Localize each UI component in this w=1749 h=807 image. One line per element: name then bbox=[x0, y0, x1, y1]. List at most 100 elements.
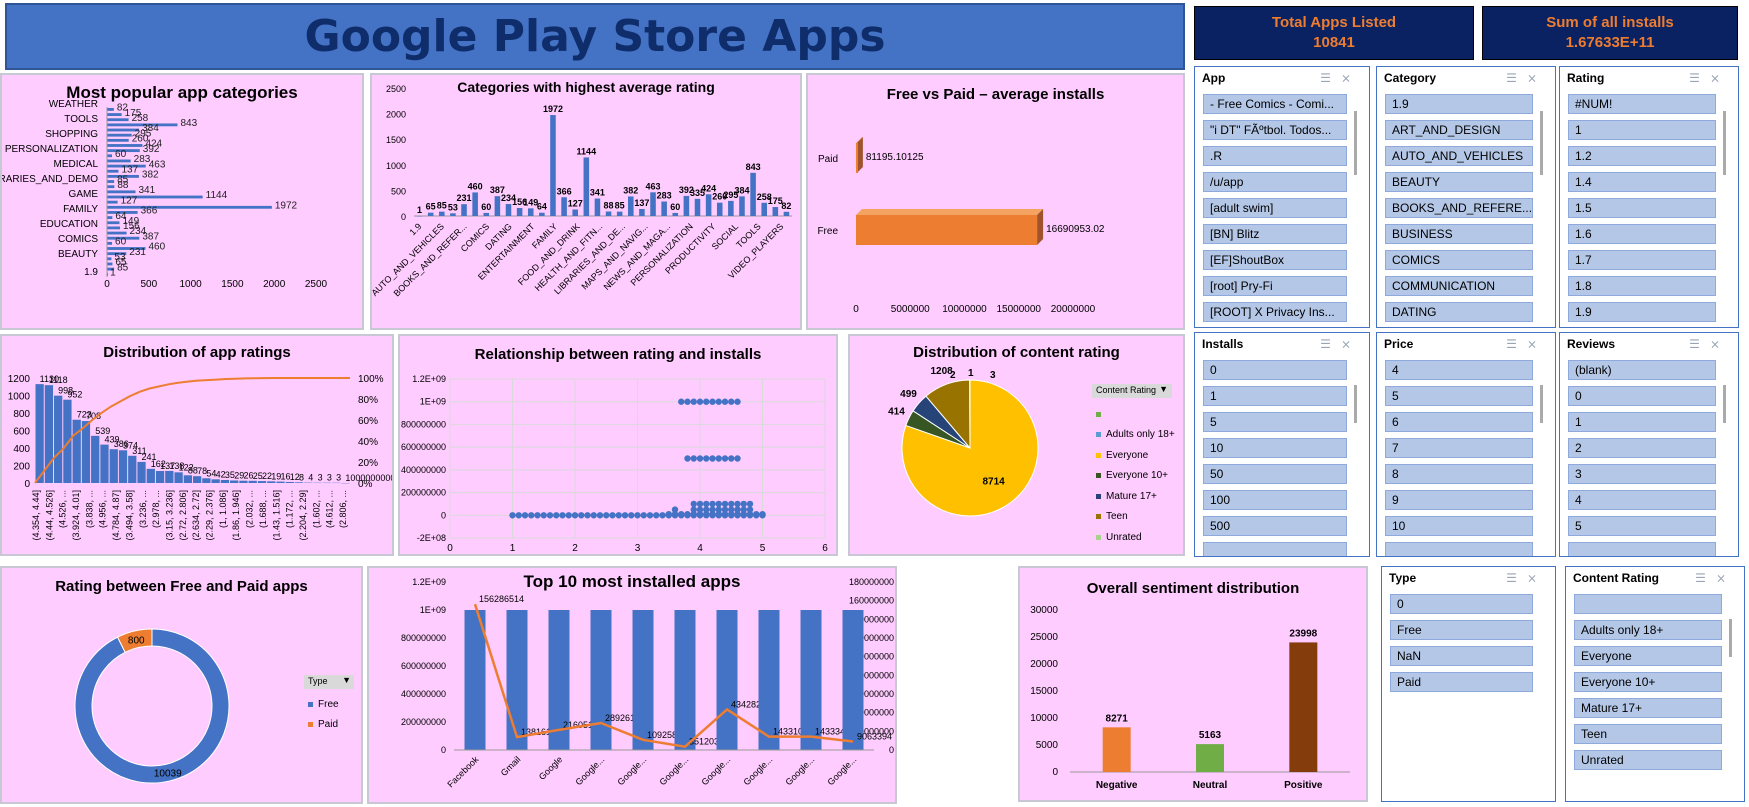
slicer-item[interactable]: 5 bbox=[1385, 386, 1533, 406]
slicer-item[interactable]: 9 bbox=[1385, 490, 1533, 510]
slicer-item[interactable]: 5 bbox=[1203, 412, 1347, 432]
slicer-item[interactable]: - Free Comics - Comi... bbox=[1203, 94, 1347, 114]
slicer-item[interactable]: 50 bbox=[1203, 464, 1347, 484]
slicer-item[interactable]: #NUM! bbox=[1568, 94, 1716, 114]
slicer-item[interactable]: 3 bbox=[1568, 464, 1716, 484]
slicer-scrollbar[interactable] bbox=[1540, 385, 1543, 423]
tick-label: 1.2E+09 bbox=[412, 374, 446, 384]
histogram-bar bbox=[174, 472, 183, 483]
slicer-item[interactable]: Paid bbox=[1390, 672, 1533, 692]
slicer-scrollbar[interactable] bbox=[1723, 385, 1726, 423]
slicer-item[interactable]: 1.4 bbox=[1568, 172, 1716, 192]
slicer-item[interactable]: NaN bbox=[1390, 646, 1533, 666]
slicer-scrollbar[interactable] bbox=[1729, 619, 1732, 657]
slicer-item[interactable]: 100 bbox=[1203, 490, 1347, 510]
slicer-item[interactable]: 0 bbox=[1568, 386, 1716, 406]
dropdown-arrow-icon[interactable]: ▼ bbox=[1159, 384, 1168, 394]
slicer-item[interactable]: 1.6 bbox=[1568, 224, 1716, 244]
category-bar bbox=[107, 180, 115, 183]
slicer-item[interactable]: 10 bbox=[1203, 438, 1347, 458]
slicer-item[interactable]: 2 bbox=[1568, 438, 1716, 458]
slicer-item[interactable]: 4 bbox=[1385, 360, 1533, 380]
slicer-item[interactable]: 1.5 bbox=[1568, 198, 1716, 218]
content-rating-legend-header[interactable]: Content Rating ▼ bbox=[1092, 384, 1172, 398]
slicer-item[interactable] bbox=[1203, 542, 1347, 556]
clear-filter-icon[interactable]: ⨯ bbox=[1526, 337, 1547, 351]
multi-select-icon[interactable]: ☰ bbox=[1695, 571, 1716, 585]
multi-select-icon[interactable]: ☰ bbox=[1506, 71, 1527, 85]
slicer-item[interactable]: 1.9 bbox=[1568, 302, 1716, 322]
rating-bar bbox=[683, 195, 690, 216]
slicer-scrollbar[interactable] bbox=[1354, 385, 1357, 423]
axis-label: (4.44, 4.526] bbox=[44, 490, 54, 541]
slicer-item[interactable]: 4 bbox=[1568, 490, 1716, 510]
slicer-item[interactable]: 7 bbox=[1385, 438, 1533, 458]
slicer-item[interactable]: DATING bbox=[1385, 302, 1533, 322]
type-legend-header[interactable]: Type ▼ bbox=[304, 675, 354, 689]
clear-filter-icon[interactable]: ⨯ bbox=[1340, 71, 1361, 85]
clear-filter-icon[interactable]: ⨯ bbox=[1709, 71, 1730, 85]
tick-label: 10000000 bbox=[942, 304, 987, 315]
multi-select-icon[interactable]: ☰ bbox=[1506, 571, 1527, 585]
slicer-item[interactable]: Unrated bbox=[1574, 750, 1722, 770]
slicer-item[interactable]: .R bbox=[1203, 146, 1347, 166]
slicer-item[interactable] bbox=[1574, 594, 1722, 614]
multi-select-icon[interactable]: ☰ bbox=[1689, 71, 1710, 85]
slicer-item[interactable]: 1.8 bbox=[1568, 276, 1716, 296]
category-bar bbox=[107, 113, 122, 116]
slicer-item[interactable]: Teen bbox=[1574, 724, 1722, 744]
slicer-item[interactable]: [adult swim] bbox=[1203, 198, 1347, 218]
tick-label: 0 bbox=[104, 279, 110, 290]
multi-select-icon[interactable]: ☰ bbox=[1506, 337, 1527, 351]
slicer-item[interactable]: 1.7 bbox=[1568, 250, 1716, 270]
slicer-item[interactable]: /u/app bbox=[1203, 172, 1347, 192]
slicer-item[interactable]: Free bbox=[1390, 620, 1533, 640]
slicer-item[interactable]: [ROOT] X Privacy Ins... bbox=[1203, 302, 1347, 322]
slicer-item[interactable]: AUTO_AND_VEHICLES bbox=[1385, 146, 1533, 166]
slicer-scrollbar[interactable] bbox=[1723, 111, 1726, 175]
slicer-item[interactable]: [root] Pry-Fi bbox=[1203, 276, 1347, 296]
multi-select-icon[interactable]: ☰ bbox=[1689, 337, 1710, 351]
slicer-item[interactable]: Everyone bbox=[1574, 646, 1722, 666]
clear-filter-icon[interactable]: ⨯ bbox=[1709, 337, 1730, 351]
slicer-item[interactable]: 0 bbox=[1390, 594, 1533, 614]
slicer-item[interactable]: [EF]ShoutBox bbox=[1203, 250, 1347, 270]
clear-filter-icon[interactable]: ⨯ bbox=[1715, 571, 1736, 585]
slicer-item[interactable]: 10 bbox=[1385, 516, 1533, 536]
slicer-item[interactable]: Adults only 18+ bbox=[1574, 620, 1722, 640]
slicer-item[interactable]: [BN] Blitz bbox=[1203, 224, 1347, 244]
multi-select-icon[interactable]: ☰ bbox=[1320, 337, 1341, 351]
slicer-item[interactable]: Mature 17+ bbox=[1574, 698, 1722, 718]
slicer-scrollbar[interactable] bbox=[1354, 111, 1357, 175]
slicer-scrollbar[interactable] bbox=[1540, 111, 1543, 175]
slicer-item[interactable]: 0 bbox=[1203, 360, 1347, 380]
filter-icon[interactable]: ▼ bbox=[342, 675, 351, 685]
slicer-item[interactable]: ART_AND_DESIGN bbox=[1385, 120, 1533, 140]
slicer-item[interactable]: (blank) bbox=[1568, 360, 1716, 380]
slicer-item[interactable]: 1 bbox=[1568, 412, 1716, 432]
clear-filter-icon[interactable]: ⨯ bbox=[1340, 337, 1361, 351]
slicer-item[interactable]: Everyone 10+ bbox=[1574, 672, 1722, 692]
slicer-item[interactable] bbox=[1568, 542, 1716, 556]
slicer-item[interactable]: "i DT" FÃºtbol. Todos... bbox=[1203, 120, 1347, 140]
slicer-item[interactable]: BUSINESS bbox=[1385, 224, 1533, 244]
slicer-item[interactable]: 8 bbox=[1385, 464, 1533, 484]
clear-filter-icon[interactable]: ⨯ bbox=[1526, 71, 1547, 85]
slicer-item[interactable]: BEAUTY bbox=[1385, 172, 1533, 192]
slicer-item[interactable]: 1.9 bbox=[1385, 94, 1533, 114]
scatter-point bbox=[740, 500, 747, 508]
slicer-item[interactable]: COMMUNICATION bbox=[1385, 276, 1533, 296]
clear-filter-icon[interactable]: ⨯ bbox=[1526, 571, 1547, 585]
slicer-item[interactable]: 1 bbox=[1203, 386, 1347, 406]
slicer-item[interactable]: BOOKS_AND_REFERE... bbox=[1385, 198, 1533, 218]
slicer-item[interactable]: 1 bbox=[1568, 120, 1716, 140]
multi-select-icon[interactable]: ☰ bbox=[1320, 71, 1341, 85]
data-label: 1972 bbox=[275, 200, 298, 211]
slicer-item[interactable]: 1.2 bbox=[1568, 146, 1716, 166]
slicer-item[interactable]: 500 bbox=[1203, 516, 1347, 536]
scatter-point bbox=[721, 510, 729, 518]
slicer-item[interactable]: 5 bbox=[1568, 516, 1716, 536]
slicer-item[interactable]: 6 bbox=[1385, 412, 1533, 432]
slicer-item[interactable] bbox=[1385, 542, 1533, 556]
slicer-item[interactable]: COMICS bbox=[1385, 250, 1533, 270]
